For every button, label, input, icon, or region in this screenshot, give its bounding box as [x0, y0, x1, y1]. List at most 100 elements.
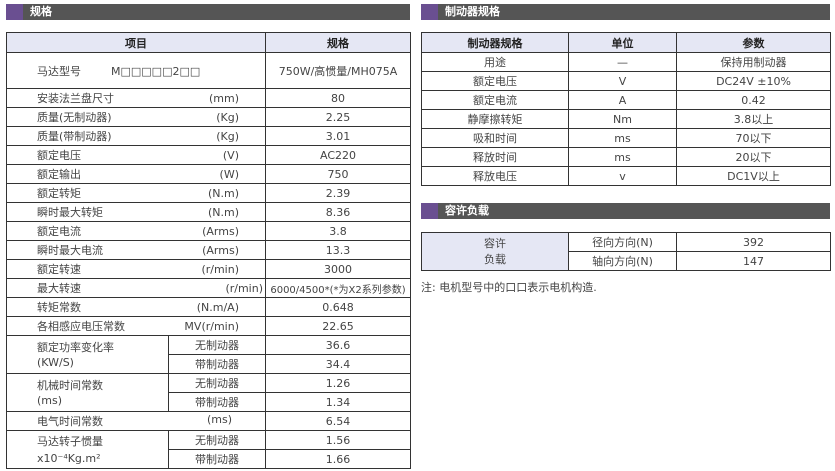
model-cell: 马达型号 M□□□□□2□□: [6, 52, 266, 89]
value-cell: 392: [676, 232, 831, 252]
unit-cell: (mm): [168, 88, 266, 108]
column-header: 制动器规格: [421, 32, 569, 53]
item-cell: 用途: [421, 52, 569, 72]
accent-block: [421, 4, 438, 20]
value-cell: 1.34: [265, 392, 411, 412]
item-cell: 额定电流: [421, 90, 569, 110]
value-cell: 3000: [265, 259, 411, 279]
label-cell: 质量(无制动器): [6, 107, 169, 127]
sub-label: 无制动器: [168, 373, 266, 393]
value-cell: 8.36: [265, 202, 411, 222]
label-cell: 额定转速: [6, 259, 169, 279]
unit-cell: (r/min): [168, 259, 266, 279]
model-value: 750W/高惯量/MH075A: [265, 52, 411, 89]
section-title: 规格: [30, 5, 52, 18]
unit-cell: ms: [568, 147, 677, 167]
unit-cell: (r/min): [168, 278, 266, 298]
value-cell: 80: [265, 88, 411, 108]
unit-cell: ms: [568, 128, 677, 148]
table-row: 质量(带制动器) (Kg) 3.01: [6, 126, 411, 146]
column-header: 单位: [568, 32, 677, 53]
model-code: M□□□□□2□□: [111, 64, 201, 78]
table-row: 额定功率变化率 (KW/S) 无制动器 36.6: [6, 335, 411, 374]
mech-time-label: 机械时间常数 (ms): [6, 373, 169, 412]
item-cell: 静摩擦转矩: [421, 109, 569, 129]
column-header: 规格: [265, 32, 411, 53]
unit-cell: (Arms): [168, 240, 266, 260]
label-line: 机械时间常数: [37, 378, 103, 392]
unit-cell: A: [568, 90, 677, 110]
section-title: 制动器规格: [445, 5, 500, 18]
table-row: 瞬时最大电流 (Arms) 13.3: [6, 240, 411, 260]
value-cell: 22.65: [265, 316, 411, 336]
sub-label: 无制动器: [168, 430, 266, 450]
table-row: 额定电流 (Arms) 3.8: [6, 221, 411, 241]
value-cell: 36.6: [265, 335, 411, 355]
brake-table: 制动器规格 单位 参数 用途 — 保持用制动器 额定电压 V DC24V ±10% 额定电流 A 0…: [421, 32, 831, 186]
table-row: 马达型号 M□□□□□2□□ 750W/高惯量/MH075A: [6, 52, 411, 89]
unit-cell: MV(r/min): [168, 316, 266, 336]
table-header-row: 项目 规格: [6, 32, 411, 53]
table-row: 带制动器 1.66: [7, 449, 411, 469]
table-row: 最大转速 (r/min) 6000/4500*(*为X2系列参数): [6, 278, 411, 298]
accent-block: [6, 4, 23, 20]
table-row: 吸和时间 ms 70以下: [421, 128, 831, 148]
value-cell: 750: [265, 164, 411, 184]
table-row: 转矩常数 (N.m/A) 0.648: [6, 297, 411, 317]
label-line: 容许: [484, 236, 506, 250]
label-cell: 转矩常数: [6, 297, 169, 317]
value-cell: 3.8以上: [676, 109, 831, 129]
value-cell: 2.25: [265, 107, 411, 127]
label-line: 负载: [484, 252, 506, 266]
value-cell: 20以下: [676, 147, 831, 167]
value-cell: 34.4: [265, 354, 411, 374]
value-cell: 3.8: [265, 221, 411, 241]
value-cell: 2.39: [265, 183, 411, 203]
label-line: (KW/S): [37, 355, 74, 369]
label-cell: 瞬时最大电流: [6, 240, 169, 260]
sub-label: 带制动器: [168, 392, 266, 412]
spec-section-header: 规格: [6, 4, 410, 20]
value-cell: 保持用制动器: [676, 52, 831, 72]
table-row: 各相感应电压常数 MV(r/min) 22.65: [6, 316, 411, 336]
unit-cell: (N.m/A): [168, 297, 266, 317]
value-cell: DC24V ±10%: [676, 71, 831, 91]
table-row: 额定输出 (W) 750: [6, 164, 411, 184]
value-cell: 3.01: [265, 126, 411, 146]
label-cell: 瞬时最大转矩: [6, 202, 169, 222]
table-header-row: 制动器规格 单位 参数: [421, 32, 831, 53]
label-cell: 质量(带制动器): [6, 126, 169, 146]
table-row: 用途 — 保持用制动器: [421, 52, 831, 72]
table-row: 电气时间常数 (ms) 6.54: [6, 411, 411, 431]
table-row: 额定电压 V DC24V ±10%: [421, 71, 831, 91]
label-cell: 安装法兰盘尺寸: [6, 88, 169, 108]
sub-label: 带制动器: [168, 354, 266, 374]
value-cell: 1.66: [265, 449, 411, 469]
table-row: 轴向方向(N) 147: [422, 251, 831, 271]
table-row: 质量(无制动器) (Kg) 2.25: [6, 107, 411, 127]
table-row: 额定转矩 (N.m) 2.39: [6, 183, 411, 203]
value-cell: 13.3: [265, 240, 411, 260]
column-header: 参数: [676, 32, 831, 53]
table-row: 释放电压 v DC1V以上: [421, 166, 831, 186]
elec-time-label: 电气时间常数 (ms): [6, 411, 266, 431]
label-line: 马达转子惯量: [37, 434, 103, 448]
label-line: (ms): [37, 393, 63, 407]
unit-cell: (W): [168, 164, 266, 184]
brake-section-header: 制动器规格: [421, 4, 830, 20]
label-cell: 最大转速: [6, 278, 169, 298]
power-rate-label: 额定功率变化率 (KW/S): [6, 335, 169, 374]
table-row: 机械时间常数 (ms) 无制动器 1.26: [6, 373, 411, 412]
load-table: 容许 负载 径向方向(N) 392 轴向方向(N) 147: [421, 232, 831, 271]
label-text: 电气时间常数: [37, 415, 103, 428]
table-row: 额定转速 (r/min) 3000: [6, 259, 411, 279]
value-cell: 147: [676, 251, 831, 271]
item-cell: 释放电压: [421, 166, 569, 186]
value-cell: 1.26: [265, 373, 411, 393]
direction-cell: 轴向方向(N): [568, 251, 677, 271]
label-cell: 额定输出: [6, 164, 169, 184]
table-row: 静摩擦转矩 Nm 3.8以上: [421, 109, 831, 129]
unit-cell: (N.m): [168, 202, 266, 222]
label-cell: 额定电压: [6, 145, 169, 165]
footnote: 注: 电机型号中的口口表示电机构造.: [421, 281, 597, 294]
